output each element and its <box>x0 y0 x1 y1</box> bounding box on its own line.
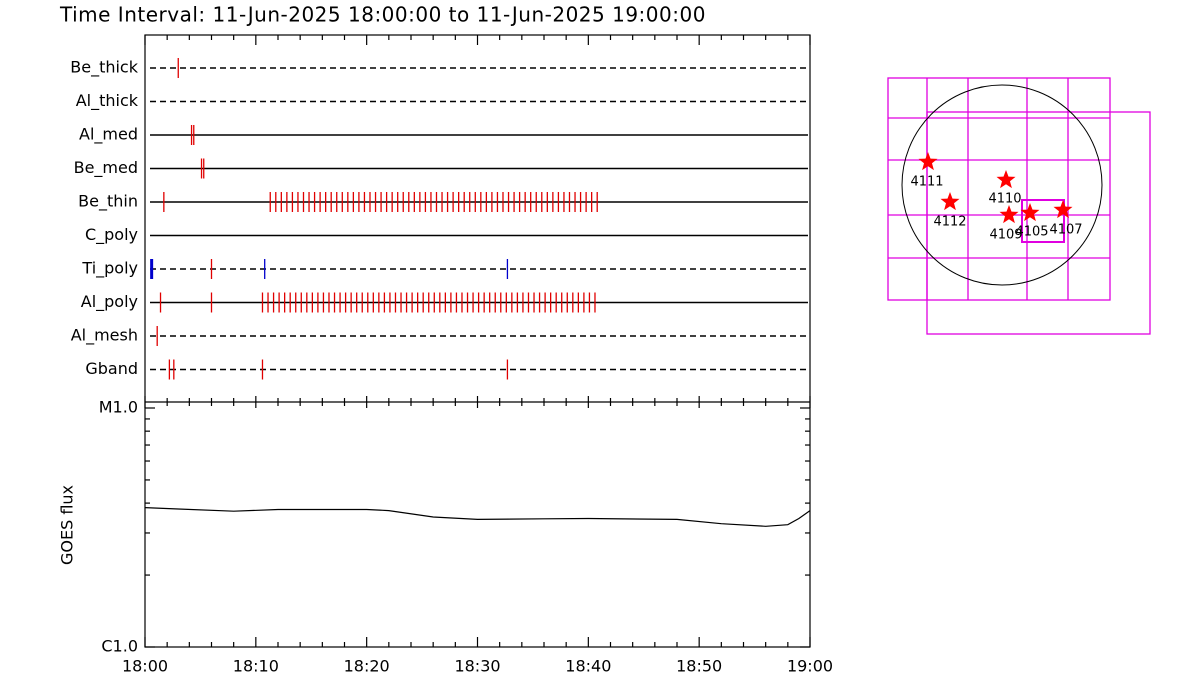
region-label: 4105 <box>1015 225 1048 240</box>
x-tick-label: 18:30 <box>454 657 500 676</box>
region-star <box>918 152 938 171</box>
region-label: 4111 <box>910 175 943 190</box>
x-tick-label: 18:40 <box>565 657 611 676</box>
row-label: Ti_poly <box>81 259 138 279</box>
row-label: Al_thick <box>76 91 139 111</box>
row-label: Be_thick <box>70 58 138 78</box>
x-tick-label: 18:50 <box>676 657 722 676</box>
y-axis-label: GOES flux <box>58 485 77 565</box>
region-star <box>999 205 1019 224</box>
x-tick-label: 19:00 <box>787 657 833 676</box>
y-tick-label: C1.0 <box>101 637 138 656</box>
x-tick-label: 18:00 <box>122 657 168 676</box>
x-tick-label: 18:20 <box>344 657 390 676</box>
region-star <box>1020 203 1040 222</box>
plot-frame <box>144 34 811 648</box>
region-label: 4107 <box>1049 223 1082 238</box>
row-label: C_poly <box>85 225 138 245</box>
row-label: Gband <box>85 359 138 378</box>
y-tick-label: M1.0 <box>99 398 138 417</box>
goes-curve <box>144 507 811 527</box>
row-label: Al_med <box>79 125 138 145</box>
region-star <box>996 170 1016 189</box>
sun-map <box>887 77 1151 335</box>
fov-box <box>887 77 1111 301</box>
solar-limb <box>901 84 1103 286</box>
row-label: Be_thin <box>78 192 138 212</box>
region-star <box>940 192 960 211</box>
row-label: Be_med <box>74 158 138 178</box>
row-label: Al_mesh <box>71 326 138 346</box>
fov-box <box>1021 199 1065 243</box>
row-label: Al_poly <box>81 292 138 312</box>
region-label: 4110 <box>988 192 1021 207</box>
chart-title: Time Interval: 11-Jun-2025 18:00:00 to 1… <box>59 3 706 27</box>
region-label: 4112 <box>933 215 966 230</box>
region-label: 4109 <box>989 228 1022 243</box>
region-star <box>1053 200 1073 219</box>
x-tick-label: 18:10 <box>233 657 279 676</box>
